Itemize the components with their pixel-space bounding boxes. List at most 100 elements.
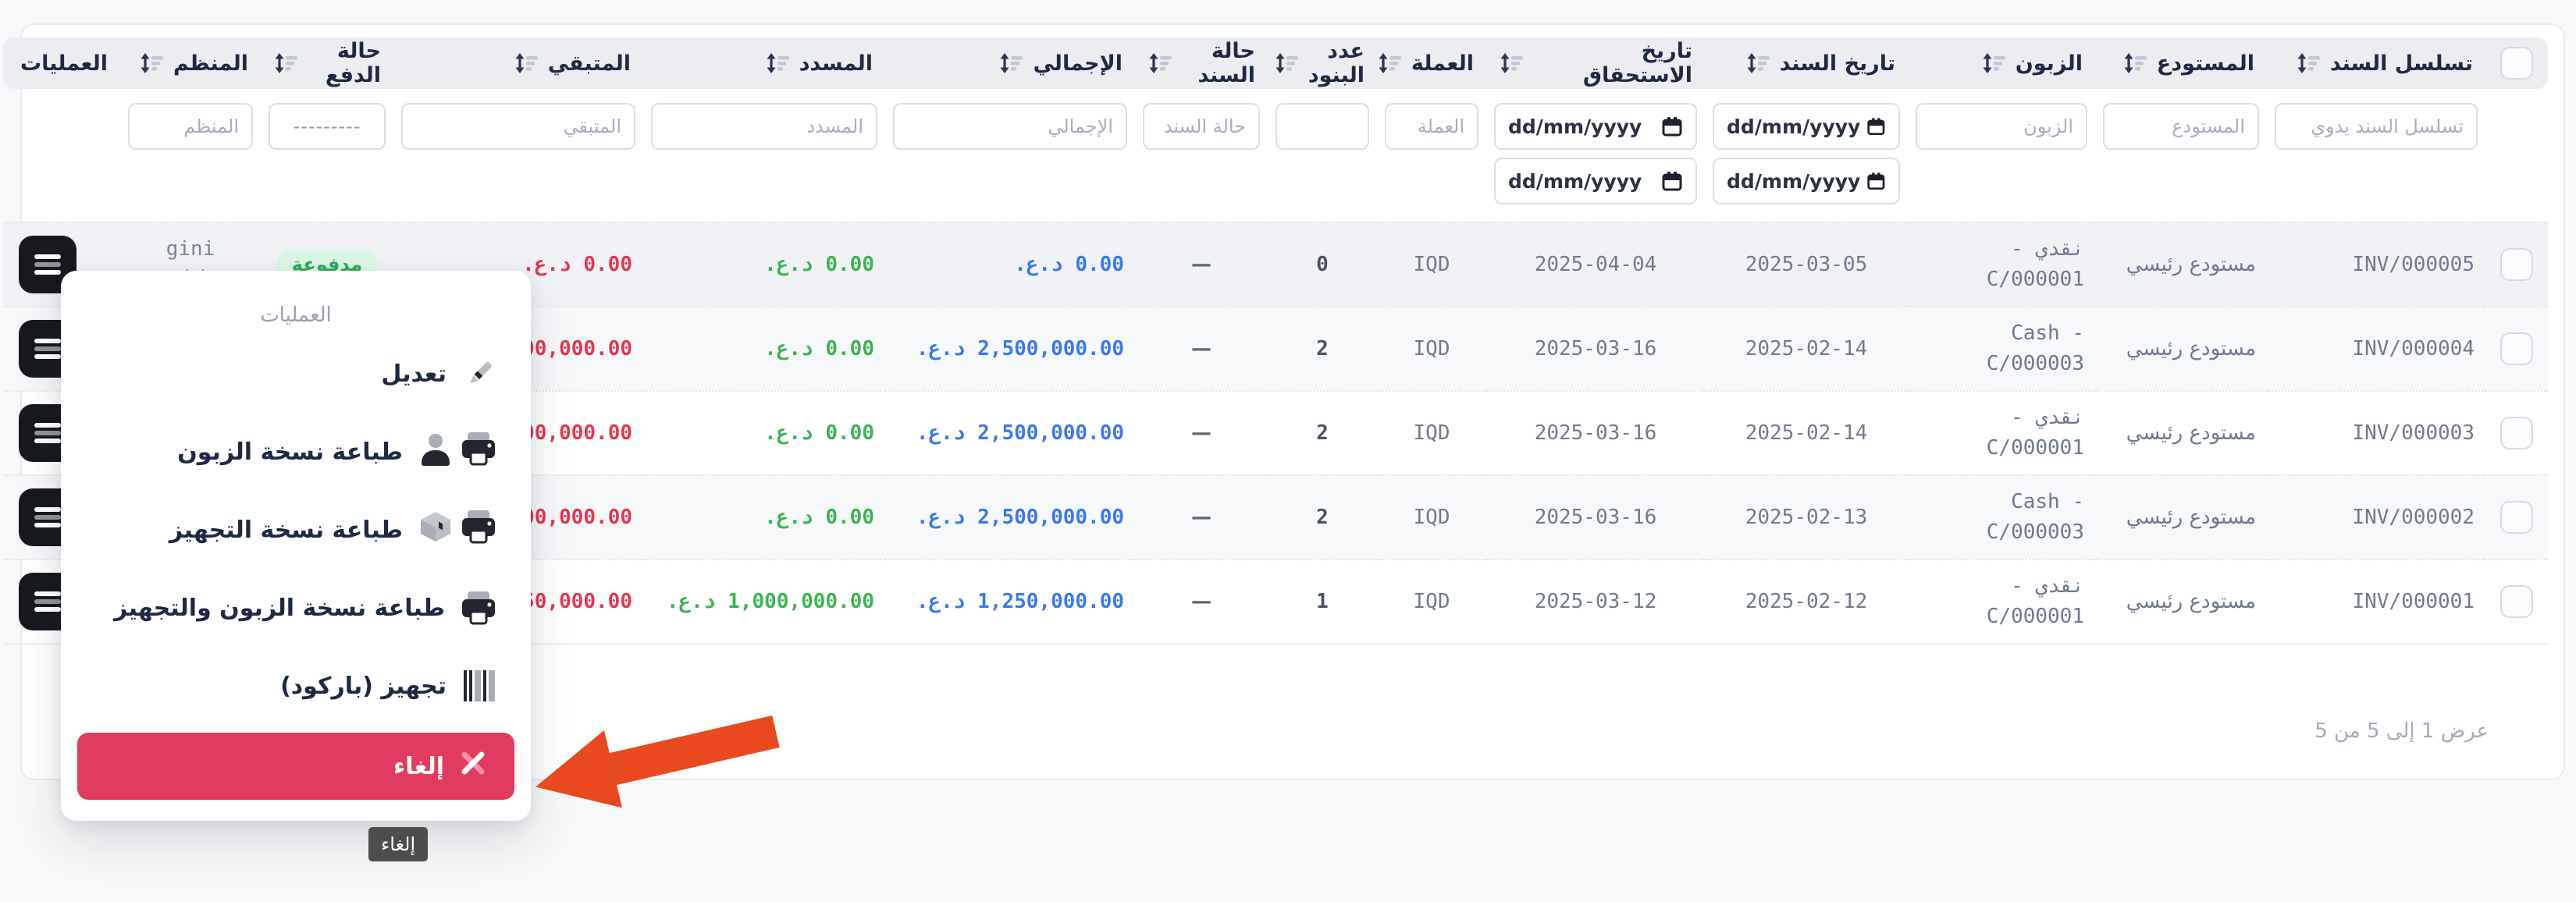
cell-paid: 0.00 د.ع. bbox=[643, 390, 885, 474]
sort-icon[interactable] bbox=[1745, 51, 1770, 75]
col-header-actions: العمليات bbox=[3, 37, 120, 89]
col-label: تاريخ الاستحقاق bbox=[1582, 39, 1692, 87]
cell-items-count: 2 bbox=[1268, 474, 1377, 559]
menu-item-print-customer-and-preparation[interactable]: طباعة نسخة الزبون والتجهيز bbox=[61, 569, 531, 647]
cancel-button[interactable]: إلغاء bbox=[77, 733, 514, 800]
col-label: المنظم bbox=[173, 51, 248, 76]
filter-payment-status-select[interactable]: --------- bbox=[269, 103, 386, 150]
col-label: حالة السند bbox=[1197, 39, 1256, 87]
calendar-icon bbox=[1867, 118, 1885, 136]
sort-icon[interactable] bbox=[139, 51, 164, 75]
col-label: العمليات bbox=[20, 51, 108, 76]
filter-warehouse-input[interactable] bbox=[2103, 103, 2259, 150]
cell-doc-status: — bbox=[1135, 390, 1268, 474]
row-checkbox[interactable] bbox=[2500, 417, 2533, 449]
col-header-currency[interactable]: العملة bbox=[1377, 37, 1486, 89]
col-header-items-count[interactable]: عدد البنود bbox=[1268, 37, 1377, 89]
cell-doc-date: 2025-02-13 bbox=[1705, 474, 1908, 559]
sort-icon[interactable] bbox=[1147, 51, 1172, 75]
filter-paid-input[interactable] bbox=[651, 103, 877, 150]
cell-doc-date: 2025-02-14 bbox=[1705, 390, 1908, 474]
filter-due-date-to[interactable]: dd/mm/yyyy bbox=[1494, 158, 1697, 204]
date-placeholder: dd/mm/yyyy bbox=[1508, 169, 1642, 193]
printer-icon bbox=[461, 510, 496, 550]
filter-organizer-input[interactable] bbox=[128, 103, 253, 150]
menu-item-prepare-barcode[interactable]: تجهيز (باركود) bbox=[61, 647, 531, 725]
row-checkbox[interactable] bbox=[2500, 332, 2533, 365]
hamburger-icon bbox=[34, 591, 61, 612]
filter-remaining-input[interactable] bbox=[401, 103, 635, 150]
calendar-icon bbox=[1662, 172, 1682, 191]
filter-total-input[interactable] bbox=[893, 103, 1127, 150]
sort-icon[interactable] bbox=[1981, 51, 2006, 75]
cell-seq: INV/000005 bbox=[2267, 222, 2485, 306]
cell-doc-date: 2025-02-12 bbox=[1705, 559, 1908, 645]
cell-customer: نقدي - C/000001 bbox=[1908, 390, 2095, 474]
cell-due-date: 2025-04-04 bbox=[1486, 222, 1705, 306]
cell-currency: IQD bbox=[1377, 306, 1486, 390]
col-header-doc-status[interactable]: حالة السند bbox=[1135, 37, 1268, 89]
filter-doc-date-from[interactable]: dd/mm/yyyy bbox=[1713, 103, 1900, 150]
filter-empty-cell bbox=[3, 89, 120, 222]
cell-warehouse: مستودع رئيسي bbox=[2095, 559, 2267, 645]
menu-item-label: طباعة نسخة التجهيز bbox=[169, 516, 403, 544]
cell-paid: 0.00 د.ع. bbox=[643, 474, 885, 559]
sort-icon[interactable] bbox=[2122, 51, 2147, 75]
col-header-remaining[interactable]: المتبقي bbox=[393, 37, 643, 89]
col-label: عدد البنود bbox=[1308, 39, 1364, 87]
header-checkbox-cell bbox=[2485, 37, 2548, 89]
cell-items-count: 0 bbox=[1268, 222, 1377, 306]
cell-seq: INV/000001 bbox=[2267, 559, 2485, 645]
calendar-icon bbox=[1867, 172, 1885, 190]
cell-currency: IQD bbox=[1377, 559, 1486, 645]
menu-item-print-customer-copy[interactable]: طباعة نسخة الزبون bbox=[61, 413, 531, 491]
col-header-paid[interactable]: المسدد bbox=[643, 37, 885, 89]
select-all-checkbox[interactable] bbox=[2500, 47, 2533, 80]
row-checkbox[interactable] bbox=[2500, 248, 2533, 281]
sort-icon[interactable] bbox=[1499, 51, 1524, 75]
cell-paid: 0.00 د.ع. bbox=[643, 306, 885, 390]
filter-doc-date-to[interactable]: dd/mm/yyyy bbox=[1713, 158, 1900, 204]
filter-due-date-from[interactable]: dd/mm/yyyy bbox=[1494, 103, 1697, 150]
cell-due-date: 2025-03-12 bbox=[1486, 559, 1705, 645]
sort-icon[interactable] bbox=[1274, 51, 1299, 75]
sort-icon[interactable] bbox=[2296, 51, 2321, 75]
filter-customer-input[interactable] bbox=[1916, 103, 2087, 150]
col-header-organizer[interactable]: المنظم bbox=[120, 37, 261, 89]
filter-seq-input[interactable] bbox=[2275, 103, 2478, 150]
sort-icon[interactable] bbox=[998, 51, 1023, 75]
col-header-due-date[interactable]: تاريخ الاستحقاق bbox=[1486, 37, 1705, 89]
col-header-customer[interactable]: الزبون bbox=[1908, 37, 2095, 89]
table-row: INV/000001 مستودع رئيسي نقدي - C/000001 202… bbox=[3, 559, 2548, 645]
col-header-doc-date[interactable]: تاريخ السند bbox=[1705, 37, 1908, 89]
menu-item-edit[interactable]: تعديل bbox=[61, 335, 531, 413]
row-checkbox[interactable] bbox=[2500, 585, 2533, 618]
menu-item-print-preparation-copy[interactable]: طباعة نسخة التجهيز bbox=[61, 491, 531, 569]
cell-customer: Cash - C/000003 bbox=[1908, 474, 2095, 559]
cell-seq: INV/000004 bbox=[2267, 306, 2485, 390]
filter-currency-input[interactable] bbox=[1385, 103, 1478, 150]
col-header-payment-status[interactable]: حالة الدفع bbox=[261, 37, 393, 89]
sort-icon[interactable] bbox=[273, 51, 298, 75]
sort-icon[interactable] bbox=[1377, 51, 1402, 75]
row-checkbox[interactable] bbox=[2500, 501, 2533, 534]
col-header-total[interactable]: الإجمالي bbox=[885, 37, 1135, 89]
sort-icon[interactable] bbox=[514, 51, 539, 75]
cell-doc-date: 2025-02-14 bbox=[1705, 306, 1908, 390]
col-label: المتبقي bbox=[547, 51, 631, 76]
col-header-seq[interactable]: تسلسل السند bbox=[2267, 37, 2485, 89]
sort-icon[interactable] bbox=[765, 51, 790, 75]
cell-total: 2,500,000.00 د.ع. bbox=[885, 474, 1135, 559]
filter-items-count-input[interactable] bbox=[1276, 103, 1369, 150]
close-icon bbox=[458, 748, 488, 784]
col-header-warehouse[interactable]: المستودع bbox=[2095, 37, 2267, 89]
cell-warehouse: مستودع رئيسي bbox=[2095, 306, 2267, 390]
cell-customer: نقدي - C/000001 bbox=[1908, 559, 2095, 645]
cell-customer: نقدي - C/000001 bbox=[1908, 222, 2095, 306]
col-label: تاريخ السند bbox=[1779, 51, 1895, 76]
cell-checkbox bbox=[2485, 306, 2548, 390]
menu-item-label: طباعة نسخة الزبون bbox=[177, 438, 403, 466]
filter-doc-status-input[interactable] bbox=[1143, 103, 1260, 150]
cell-total: 1,250,000.00 د.ع. bbox=[885, 559, 1135, 645]
date-placeholder: dd/mm/yyyy bbox=[1727, 115, 1861, 138]
